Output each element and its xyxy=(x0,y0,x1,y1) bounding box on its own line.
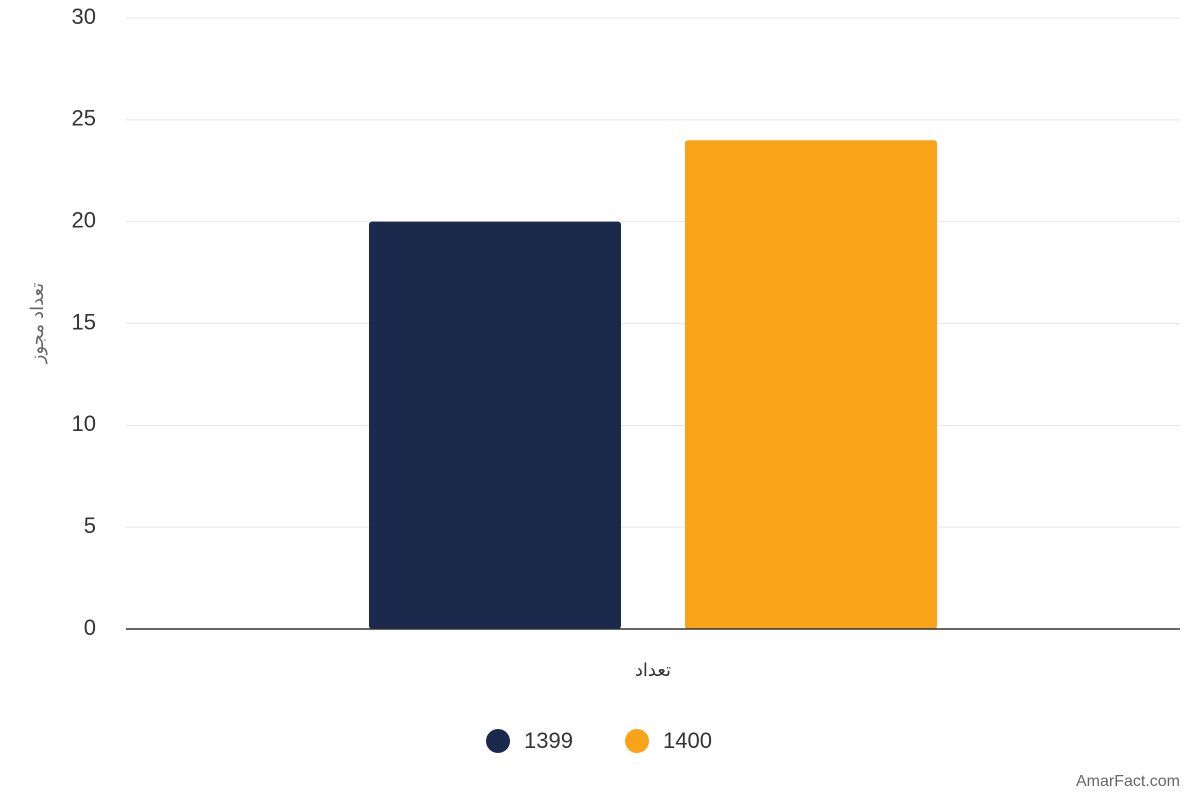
credit: AmarFact.com xyxy=(1076,773,1180,790)
legend-marker xyxy=(486,729,510,753)
y-tick-label: 10 xyxy=(72,411,96,436)
y-tick-label: 25 xyxy=(72,106,96,131)
y-tick-label: 30 xyxy=(72,4,96,29)
y-tick-label: 15 xyxy=(72,309,96,334)
y-tick-label: 20 xyxy=(72,207,96,232)
bar xyxy=(685,140,937,629)
y-tick-label: 5 xyxy=(84,513,96,538)
y-tick-label: 0 xyxy=(84,615,96,640)
bar xyxy=(369,221,621,629)
legend-label: 1400 xyxy=(663,728,712,753)
y-axis-label: تعداد مجوز xyxy=(27,283,48,364)
legend-marker xyxy=(625,729,649,753)
x-tick-label: تعداد xyxy=(635,660,671,680)
legend-label: 1399 xyxy=(524,728,573,753)
